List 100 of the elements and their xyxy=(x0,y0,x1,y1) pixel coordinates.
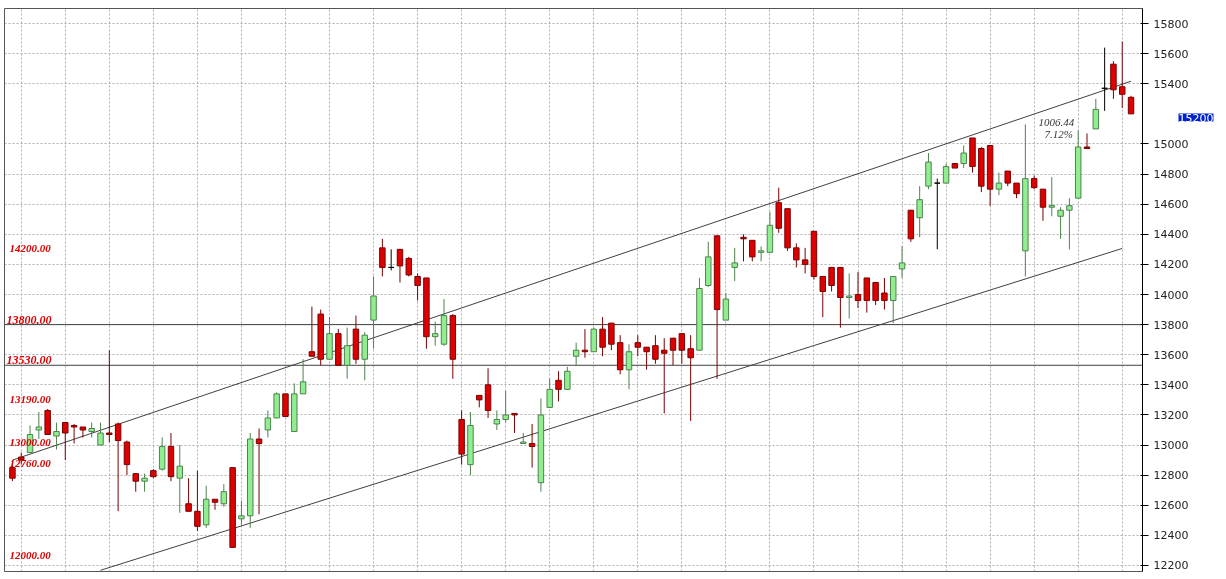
candlestick xyxy=(211,498,219,511)
y-tick-label: 15800 xyxy=(1153,17,1189,31)
candlestick xyxy=(564,366,571,390)
y-tick-label: 12400 xyxy=(1153,529,1189,543)
candlestick xyxy=(757,245,765,262)
candlestick xyxy=(555,370,562,402)
candlestick xyxy=(599,316,606,357)
candlestick xyxy=(414,272,421,302)
candlestick xyxy=(793,242,800,268)
candlestick xyxy=(916,185,923,238)
annotation: 12760.00 xyxy=(9,456,52,469)
candlestick xyxy=(960,144,967,169)
candlestick xyxy=(141,473,148,493)
candlestick xyxy=(1127,95,1135,115)
candlestick xyxy=(431,321,439,347)
candlestick xyxy=(53,421,60,451)
candlestick xyxy=(863,277,871,314)
candlestick xyxy=(502,390,509,423)
candlestick xyxy=(872,281,879,306)
candlestick xyxy=(255,427,263,515)
candlestick xyxy=(185,477,192,512)
candlestick xyxy=(1039,188,1047,222)
y-tick-label: 14000 xyxy=(1153,288,1189,302)
ref-line-label: 13800.00 xyxy=(6,312,52,327)
candlestick xyxy=(731,247,738,282)
candlestick xyxy=(1119,41,1126,109)
candlestick xyxy=(114,421,122,512)
y-tick-label: 13200 xyxy=(1153,408,1189,422)
candlestick xyxy=(493,409,501,431)
candlestick xyxy=(123,440,131,476)
candlestick xyxy=(643,346,650,371)
candlestick xyxy=(1092,98,1100,130)
annotation: 7.12% xyxy=(1044,127,1073,140)
candlestick xyxy=(158,437,166,472)
candlestick xyxy=(264,409,272,439)
candlestick xyxy=(881,277,888,311)
candlestick xyxy=(308,306,316,357)
candlestick xyxy=(299,358,307,395)
candlestick xyxy=(749,239,756,262)
y-tick-label: 14600 xyxy=(1153,198,1189,212)
candlestick xyxy=(106,349,113,443)
candlestick xyxy=(660,337,668,414)
candlestick xyxy=(396,248,404,283)
candlestick xyxy=(194,470,201,532)
candlestick xyxy=(854,271,862,309)
annotation: 13190.00 xyxy=(9,392,52,405)
candlestick xyxy=(819,275,826,318)
y-tick-label: 13400 xyxy=(1153,378,1189,392)
candlestick xyxy=(625,343,633,390)
y-tick-label: 12800 xyxy=(1153,469,1189,483)
candlestick xyxy=(572,342,580,366)
candlestick xyxy=(528,423,536,469)
candlestick xyxy=(70,423,78,445)
candlestick xyxy=(343,327,351,380)
y-tick-label: 12600 xyxy=(1153,499,1189,513)
candlestick xyxy=(97,421,104,446)
candlestick xyxy=(379,238,386,277)
candlestick xyxy=(79,426,87,439)
candlestick xyxy=(942,163,950,184)
candlestick xyxy=(828,266,835,293)
candlestick xyxy=(845,272,853,320)
candlestick xyxy=(634,334,642,357)
candlestick xyxy=(1048,176,1056,217)
y-tick-label: 15000 xyxy=(1153,137,1189,151)
candlestick xyxy=(238,500,245,526)
candlestick xyxy=(511,412,518,434)
candlestick xyxy=(669,337,677,366)
annotation: 1006.44 xyxy=(1038,115,1075,128)
annotation: 14200.00 xyxy=(9,241,52,254)
y-tick-label: 15400 xyxy=(1153,77,1189,91)
candlestick xyxy=(590,327,597,353)
candlestick xyxy=(176,444,184,514)
candlestick xyxy=(801,247,809,274)
y-tick-label: 14800 xyxy=(1153,168,1189,182)
y-tick-label: 14200 xyxy=(1153,258,1189,272)
candlestick xyxy=(132,473,139,493)
y-tick-label: 14400 xyxy=(1153,228,1189,242)
y-tick-label: 13600 xyxy=(1153,348,1189,362)
y-tick-label: 13800 xyxy=(1153,318,1189,332)
ref-line-label: 13530.00 xyxy=(6,353,52,368)
y-tick-label: 13000 xyxy=(1153,439,1189,453)
candlestick xyxy=(1066,197,1073,250)
candlestick xyxy=(546,378,553,408)
candlestick xyxy=(35,411,43,440)
candlestick xyxy=(652,334,659,365)
candlestick xyxy=(62,421,69,461)
text: 15200 xyxy=(1178,111,1214,125)
candlestick xyxy=(722,292,730,321)
y-tick-label: 12200 xyxy=(1153,559,1189,573)
candlestick xyxy=(995,172,1003,196)
candlestick xyxy=(608,322,615,351)
y-tick-label: 15600 xyxy=(1153,47,1189,61)
candlestick xyxy=(1057,206,1064,240)
candlestick xyxy=(740,233,747,262)
candlestick xyxy=(898,245,906,279)
candlestick xyxy=(282,393,289,417)
candlestick xyxy=(220,483,228,508)
candlestick xyxy=(934,178,941,250)
candlestick xyxy=(687,334,694,422)
annotation: 12000.00 xyxy=(9,548,52,561)
